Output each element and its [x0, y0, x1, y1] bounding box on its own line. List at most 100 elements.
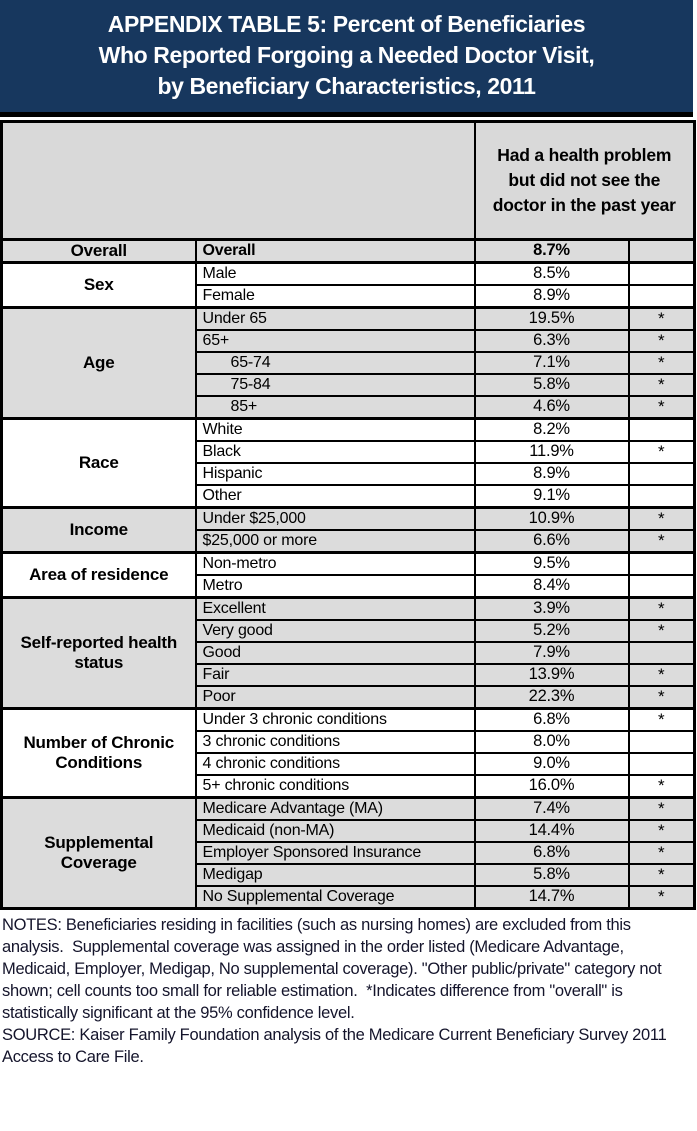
appendix-table-page: APPENDIX TABLE 5: Percent of Beneficiari… — [0, 0, 697, 1066]
value-cell: 14.4% — [473, 819, 630, 843]
notes-text: NOTES: Beneficiaries residing in facilit… — [2, 916, 666, 1022]
significance-cell: * — [627, 863, 696, 887]
value-cell: 3.9% — [473, 596, 630, 621]
category-cell: 85+ — [194, 395, 476, 420]
category-cell: Black — [194, 440, 476, 464]
value-cell: 8.9% — [473, 462, 630, 486]
table-row: Overall Overall 8.7% — [0, 238, 696, 264]
value-cell: 22.3% — [473, 685, 630, 710]
table-row: Number of Chronic Conditions Under 3 chro… — [0, 707, 696, 799]
category-cell: No Supplemental Coverage — [194, 885, 476, 910]
significance-cell: * — [627, 351, 696, 375]
table-row: 65+ 6.3% * — [2, 329, 696, 353]
value-cell: 8.5% — [473, 261, 630, 286]
significance-cell: * — [627, 306, 696, 331]
significance-cell — [627, 574, 696, 599]
title-line-3: by Beneficiary Characteristics, 2011 — [157, 73, 536, 99]
category-cell: Employer Sponsored Insurance — [194, 841, 476, 865]
significance-cell — [627, 752, 696, 776]
significance-cell: * — [627, 329, 696, 353]
table-row: No Supplemental Coverage 14.7% * — [2, 885, 696, 910]
significance-cell: * — [627, 885, 696, 910]
category-cell: Good — [194, 641, 476, 665]
category-cell: $25,000 or more — [194, 529, 476, 554]
significance-cell — [627, 238, 696, 264]
group-label: Number of Chronic Conditions — [0, 707, 197, 799]
significance-cell: * — [627, 596, 696, 621]
group-label: Self-reported health status — [0, 596, 197, 710]
table-row: Income Under $25,000 10.9% * — [0, 506, 696, 554]
group-label: Age — [0, 306, 197, 420]
value-cell: 7.1% — [473, 351, 630, 375]
value-cell: 10.9% — [473, 506, 630, 531]
table-row: Employer Sponsored Insurance 6.8% * — [2, 841, 696, 865]
significance-cell: * — [627, 373, 696, 397]
group-label: Area of residence — [0, 551, 197, 599]
value-cell: 6.8% — [473, 841, 630, 865]
category-cell: 75-84 — [194, 373, 476, 397]
significance-cell: * — [627, 663, 696, 687]
table-row: Metro 8.4% — [2, 574, 696, 599]
value-cell: 9.1% — [473, 484, 630, 509]
category-cell: Overall — [194, 238, 476, 264]
value-cell: 11.9% — [473, 440, 630, 464]
significance-cell — [627, 551, 696, 576]
category-cell: 65-74 — [194, 351, 476, 375]
value-cell: 13.9% — [473, 663, 630, 687]
value-cell: 19.5% — [473, 306, 630, 331]
table-row: 65-74 7.1% * — [2, 351, 696, 375]
value-cell: 5.2% — [473, 619, 630, 643]
category-cell: Excellent — [194, 596, 476, 621]
category-cell: Hispanic — [194, 462, 476, 486]
category-cell: Non-metro — [194, 551, 476, 576]
value-cell: 5.8% — [473, 373, 630, 397]
value-cell: 9.5% — [473, 551, 630, 576]
category-cell: Under 65 — [194, 306, 476, 331]
category-cell: Female — [194, 284, 476, 309]
value-cell: 9.0% — [473, 752, 630, 776]
significance-cell: * — [627, 774, 696, 799]
category-cell: Very good — [194, 619, 476, 643]
table-row: Sex Male 8.5% — [0, 261, 696, 309]
category-cell: Poor — [194, 685, 476, 710]
table-row: Good 7.9% — [2, 641, 696, 665]
table-row: Hispanic 8.9% — [2, 462, 696, 486]
significance-cell: * — [627, 440, 696, 464]
significance-cell — [627, 484, 696, 509]
header-measure-cell: Had a health problem but did not see the… — [473, 120, 696, 241]
significance-cell: * — [627, 796, 696, 821]
table-row: Very good 5.2% * — [2, 619, 696, 643]
category-cell: Under 3 chronic conditions — [194, 707, 476, 732]
header-empty-cell — [0, 120, 476, 241]
significance-cell — [627, 284, 696, 309]
table-row: Other 9.1% — [2, 484, 696, 509]
significance-cell: * — [627, 685, 696, 710]
category-cell: 3 chronic conditions — [194, 730, 476, 754]
significance-cell: * — [627, 506, 696, 531]
group-label: Income — [0, 506, 197, 554]
category-cell: Medicaid (non-MA) — [194, 819, 476, 843]
value-cell: 6.8% — [473, 707, 630, 732]
table-header-row: Had a health problem but did not see the… — [0, 120, 696, 241]
value-cell: 8.2% — [473, 417, 630, 442]
table-row: 4 chronic conditions 9.0% — [2, 752, 696, 776]
category-cell: 4 chronic conditions — [194, 752, 476, 776]
category-cell: Other — [194, 484, 476, 509]
value-cell: 16.0% — [473, 774, 630, 799]
value-cell: 6.6% — [473, 529, 630, 554]
table-row: Medicaid (non-MA) 14.4% * — [2, 819, 696, 843]
table-row: Race White 8.2% — [0, 417, 696, 509]
table-row: 3 chronic conditions 8.0% — [2, 730, 696, 754]
table-row: $25,000 or more 6.6% * — [2, 529, 696, 554]
table-row: Medigap 5.8% * — [2, 863, 696, 887]
title-line-2: Who Reported Forgoing a Needed Doctor Vi… — [98, 42, 595, 68]
table-row: 75-84 5.8% * — [2, 373, 696, 397]
value-cell: 7.9% — [473, 641, 630, 665]
table-title: APPENDIX TABLE 5: Percent of Beneficiari… — [0, 0, 693, 117]
category-cell: 5+ chronic conditions — [194, 774, 476, 799]
value-cell: 14.7% — [473, 885, 630, 910]
significance-cell — [627, 462, 696, 486]
group-label: Race — [0, 417, 197, 509]
significance-cell: * — [627, 819, 696, 843]
source-text: SOURCE: Kaiser Family Foundation analysi… — [2, 1026, 670, 1066]
